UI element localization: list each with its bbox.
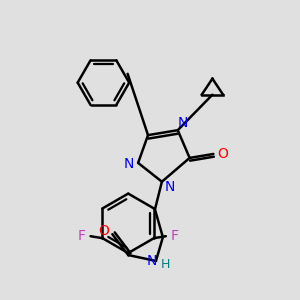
Text: N: N bbox=[147, 254, 157, 268]
Text: F: F bbox=[171, 229, 179, 243]
Text: N: N bbox=[178, 116, 188, 130]
Text: F: F bbox=[78, 229, 86, 243]
Text: O: O bbox=[98, 224, 109, 238]
Text: O: O bbox=[217, 147, 228, 161]
Text: N: N bbox=[124, 157, 134, 171]
Text: H: H bbox=[161, 258, 170, 272]
Text: N: N bbox=[165, 180, 175, 194]
